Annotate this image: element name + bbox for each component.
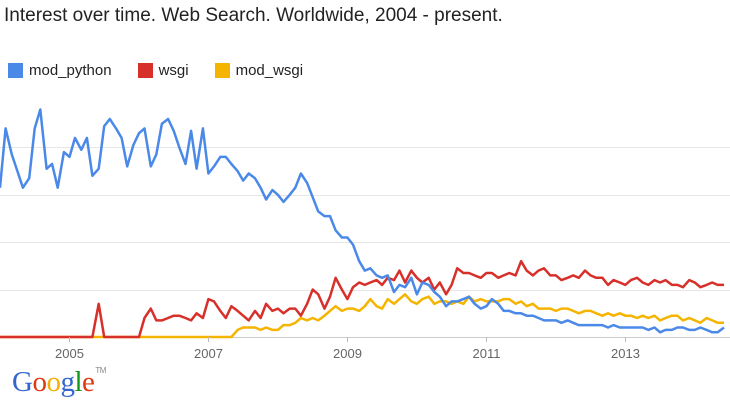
x-tick-label: 2007 [194,346,223,361]
chart-title: Interest over time. Web Search. Worldwid… [4,5,503,26]
series-line-mod-python[interactable] [0,108,725,334]
logo-letter: l [74,366,83,398]
logo-letter: o [32,366,47,398]
legend-label-wsgi: wsgi [158,62,189,79]
logo-letter: e [82,366,95,398]
legend-label-mod-python: mod_python [29,62,112,79]
chart-series-lines [0,108,725,339]
x-tick-label: 2005 [55,346,84,361]
x-tick-label: 2013 [611,346,640,361]
x-tick-label: 2011 [473,346,501,361]
series-line-mod-wsgi[interactable] [0,293,724,339]
legend-item-wsgi[interactable]: wsgi [137,62,189,79]
legend-item-mod-wsgi[interactable]: mod_wsgi [214,62,304,79]
x-axis: 2005 2007 2009 2011 2013 [55,337,640,361]
chart-legend: mod_python wsgi mod_wsgi [8,62,329,79]
logo-letter: G [12,366,33,398]
google-logo: GoogleTM [12,366,106,399]
legend-swatch-wsgi [137,63,153,78]
legend-swatch-mod-python [8,63,23,78]
logo-trademark: TM [95,366,106,375]
series-line-wsgi[interactable] [0,259,724,339]
chart-grid [0,147,730,338]
legend-swatch-mod-wsgi [214,63,230,78]
x-tick-label: 2009 [333,346,362,361]
legend-item-mod-python[interactable]: mod_python [8,62,112,79]
legend-label-mod-wsgi: mod_wsgi [235,62,304,79]
logo-letter: g [60,366,75,398]
logo-letter: o [46,366,61,398]
